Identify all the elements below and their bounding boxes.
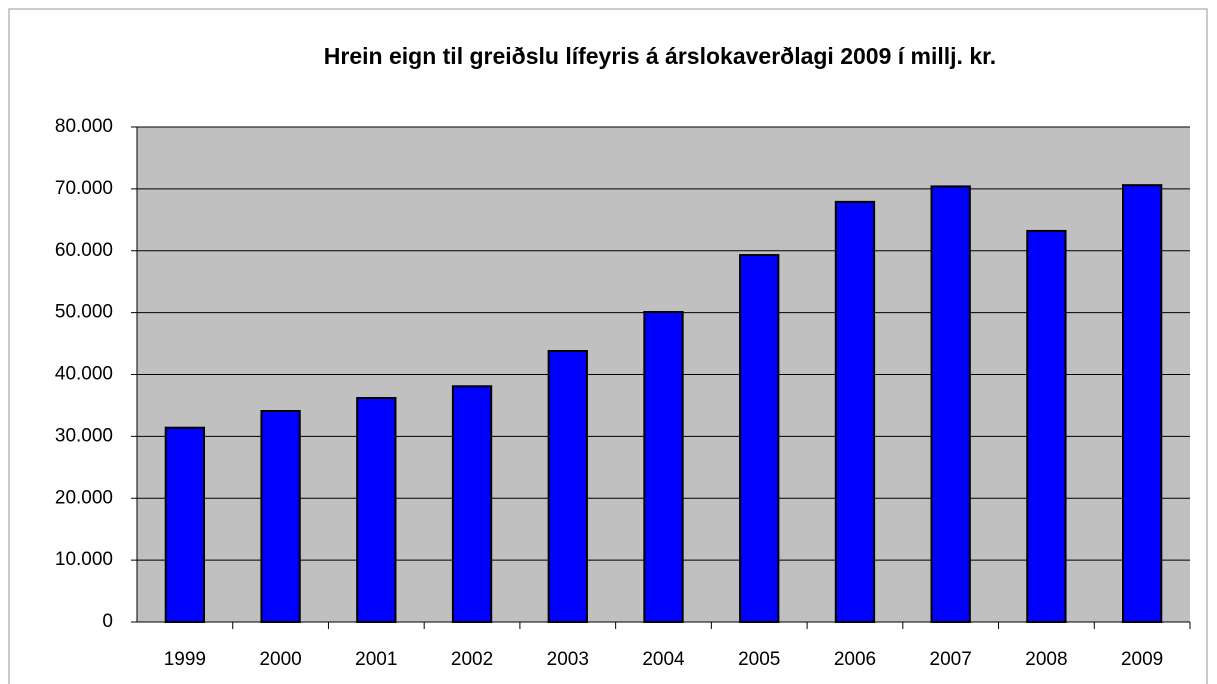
chart-frame [8,8,1208,684]
y-tick-label: 80.000 [55,116,113,137]
y-tick-label: 0 [102,611,113,632]
bar [834,200,876,623]
x-tick-label: 2000 [259,649,301,670]
bar [451,385,493,623]
y-tick-label: 30.000 [55,425,113,446]
x-tick-label: 2006 [834,649,876,670]
x-tick-label: 2005 [738,649,780,670]
x-tick-label: 2001 [355,649,397,670]
bar [547,349,588,623]
x-tick-label: 2008 [1025,649,1067,670]
bar [1121,184,1163,623]
y-tick-label: 20.000 [55,487,113,508]
bar [356,397,397,624]
bar [739,254,780,624]
bar [260,410,301,623]
y-tick-label: 60.000 [55,240,113,261]
y-tick-label: 40.000 [55,364,113,385]
bar [643,311,684,623]
bar [164,426,206,623]
x-tick-label: 2002 [451,649,493,670]
x-tick-label: 1999 [164,649,206,670]
x-tick-label: 2009 [1121,649,1163,670]
x-tick-label: 2004 [642,649,685,670]
y-tick-label: 50.000 [55,302,113,323]
y-tick-label: 10.000 [55,549,113,570]
x-tick-label: 2007 [930,649,972,670]
y-tick-label: 70.000 [55,178,113,199]
x-tick-label: 2003 [547,649,589,670]
bar [1026,229,1067,623]
bar [930,185,971,623]
chart-title: Hrein eign til greiðslu lífeyris á árslo… [324,43,996,69]
